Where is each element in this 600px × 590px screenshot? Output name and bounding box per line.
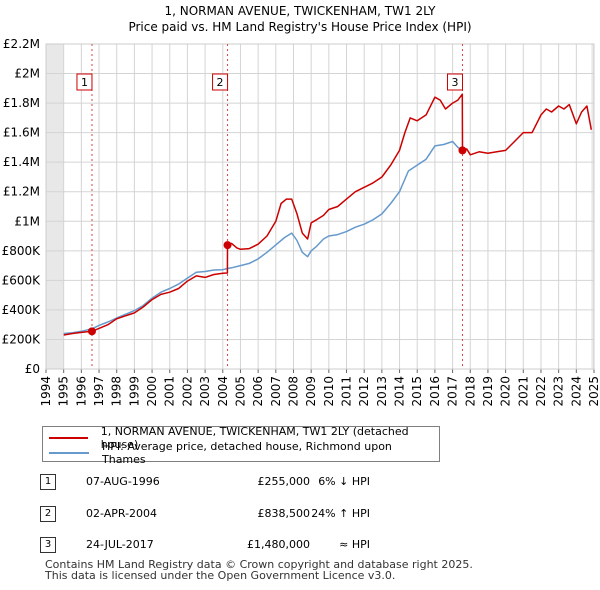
x-tick-label: 2009 [304,376,318,407]
x-tick-label: 2004 [216,376,230,407]
x-tick-label: 2010 [322,376,336,407]
property-price-line [63,93,593,336]
sale-hpi-comparison: 6% ↓ HPI [318,475,370,488]
y-tick-label: £2M [14,67,40,81]
legend-swatch-hpi [49,452,89,454]
x-tick-label: 1998 [110,376,124,407]
shaded-region [46,44,64,369]
legend-item-property: 1, NORMAN AVENUE, TWICKENHAM, TW1 2LY (d… [49,425,439,451]
sale-marker-number: 3 [451,76,458,89]
x-tick-label: 2006 [251,376,265,407]
plot-area [46,44,594,369]
chart-title: 1, NORMAN AVENUE, TWICKENHAM, TW1 2LY [164,4,436,18]
sale-number-badge: 3 [40,537,56,553]
sale-marker-number: 2 [217,76,224,89]
y-tick-label: £0 [25,362,40,376]
legend-label-property: 1, NORMAN AVENUE, TWICKENHAM, TW1 2LY (d… [100,425,409,451]
x-tick-label: 1999 [127,376,141,407]
legend-swatch-property [49,437,88,439]
legend-label-hpi: HPI: Average price, detached house, Rich… [102,440,392,466]
x-tick-label: 2001 [163,376,177,407]
x-tick-label: 2018 [463,376,477,407]
sale-price: £255,000 [257,475,311,488]
x-tick-label: 1997 [92,376,106,407]
sale-date: 24-JUL-2017 [86,538,154,551]
x-tick-label: 2022 [534,376,548,407]
x-tick-label: 2015 [410,376,424,407]
sale-hpi-comparison: 24% ↑ HPI [311,507,370,520]
x-tick-label: 2008 [286,376,300,407]
x-tick-label: 2020 [499,376,513,407]
y-tick-label: £1.4M [3,155,40,169]
y-tick-label: £1.2M [3,185,40,199]
x-tick-label: 2000 [145,376,159,407]
x-tick-label: 2017 [446,376,460,407]
x-tick-label: 2003 [198,376,212,407]
y-tick-label: £1.6M [3,126,40,140]
x-tick-label: 2007 [269,376,283,407]
x-tick-label: 2005 [233,376,247,407]
sale-date: 02-APR-2004 [86,507,158,520]
y-tick-label: £400K [2,303,42,317]
x-tick-label: 1995 [57,376,71,407]
x-tick-label: 2002 [180,376,194,407]
y-tick-label: £1.8M [3,96,40,110]
x-tick-label: 2019 [481,376,495,407]
sale-price: £838,500 [257,507,311,520]
sale-price: £1,480,000 [247,538,310,551]
y-tick-label: £200K [2,332,42,346]
x-tick-label: 2021 [516,376,530,407]
sale-hpi-comparison: ≈ HPI [339,538,370,551]
y-tick-label: £2.2M [3,37,40,51]
y-tick-label: £600K [2,273,42,287]
sale-number-badge: 1 [40,474,56,490]
sale-marker-badge [446,73,463,91]
sale-number-badge: 2 [40,506,56,522]
sale-point [87,327,96,336]
sale-point [458,146,467,155]
chart-subtitle: Price paid vs. HM Land Registry's House … [128,20,472,34]
sale-marker-number: 1 [81,76,88,89]
sale-marker-badge [76,73,93,91]
x-tick-label: 2013 [375,376,389,407]
legend: 1, NORMAN AVENUE, TWICKENHAM, TW1 2LY (d… [42,425,440,466]
sale-marker-badge [212,73,229,91]
footer-attribution: Contains HM Land Registry data © Crown c… [45,559,473,581]
sale-date: 07-AUG-1996 [86,475,160,488]
legend-item-hpi: HPI: Average price, detached house, Rich… [49,440,439,466]
price-chart: £0 £200K £400K £600K £800K £1M £1.2M £1.4M £1.6M… [2,37,600,407]
x-tick-label: 2025 [587,376,600,407]
x-tick-label: 1996 [74,376,88,407]
sale-row: 3 24-JUL-2017 £1,480,000 ≈ HPI [40,535,460,555]
x-tick-label: 2016 [428,376,442,407]
plot-border [45,43,595,370]
y-tick-label: £1M [14,214,40,228]
x-tick-label: 2012 [357,376,371,407]
footer-copyright: Contains HM Land Registry data © Crown c… [45,558,473,571]
shaded-region [591,44,594,369]
sale-point [223,241,232,250]
y-tick-label: £800K [2,244,42,258]
x-tick-label: 2023 [552,376,566,407]
sale-row: 1 07-AUG-1996 £255,000 6% ↓ HPI [40,472,460,492]
x-tick-label: 2024 [569,376,583,407]
x-tick-label: 2011 [340,376,354,407]
x-tick-label: 1994 [39,376,53,407]
x-tick-label: 2014 [393,376,407,407]
hpi-line [63,140,463,335]
sale-row: 2 02-APR-2004 £838,500 24% ↑ HPI [40,504,460,524]
footer-licence: This data is licensed under the Open Gov… [45,569,396,582]
